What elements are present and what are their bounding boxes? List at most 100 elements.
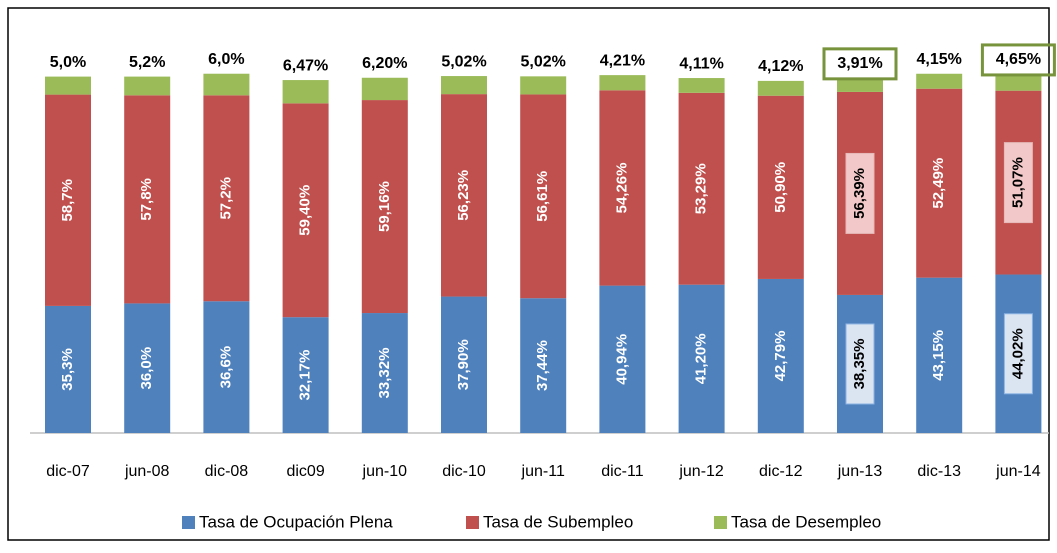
bar-segment: [916, 73, 963, 89]
value-label: 5,0%: [50, 54, 86, 71]
bar-segment: [520, 298, 567, 433]
bar-segment: [757, 80, 804, 96]
value-label: 57,8%: [138, 178, 155, 221]
value-label: 35,3%: [59, 348, 76, 391]
x-tick-label: dic-11: [601, 463, 643, 480]
value-label: 36,0%: [138, 347, 155, 390]
bar-segment: [599, 75, 646, 91]
bar-segment: [361, 313, 408, 433]
x-tick-label: dic-08: [205, 463, 249, 480]
value-label: 5,02%: [441, 53, 486, 70]
x-tick-label: dic09: [286, 463, 324, 480]
label-highlight: [1003, 313, 1033, 395]
x-tick-label: dic-07: [46, 463, 90, 480]
value-label: 42,79%: [772, 331, 789, 382]
value-label: 41,20%: [693, 333, 710, 384]
value-label: 57,2%: [217, 177, 234, 220]
legend-swatch: [714, 516, 727, 529]
bar-segment: [837, 77, 883, 92]
x-tick-label: jun-13: [837, 463, 883, 480]
bar-segment: [678, 284, 725, 433]
x-tick-label: jun-12: [678, 463, 724, 480]
value-label: 32,17%: [297, 350, 314, 401]
legend-label: Tasa de Subempleo: [483, 512, 633, 531]
value-label: 5,02%: [521, 54, 566, 71]
value-label: 58,7%: [59, 179, 76, 222]
x-tick-label: dic-13: [917, 463, 961, 480]
value-label: 50,90%: [772, 162, 789, 213]
value-label: 4,65%: [996, 51, 1041, 68]
value-label: 56,23%: [455, 170, 472, 221]
value-label: 59,16%: [376, 181, 393, 232]
value-label: 54,26%: [613, 163, 630, 214]
value-label: 40,94%: [613, 334, 630, 385]
bar-segment: [282, 80, 329, 104]
bar-segment: [282, 103, 329, 318]
value-label: 38,35%: [851, 339, 868, 390]
bar-segment: [124, 95, 171, 304]
bar-segment: [916, 277, 963, 433]
legend-label: Tasa de Desempleo: [731, 512, 881, 531]
value-label: 51,07%: [1009, 157, 1026, 208]
legend-swatch: [182, 516, 195, 529]
label-highlight: [845, 323, 875, 405]
bar-segment: [916, 88, 963, 278]
value-label: 4,15%: [917, 51, 962, 68]
bar-segment: [45, 94, 91, 306]
legend-swatch: [466, 516, 479, 529]
value-label: 3,91%: [837, 55, 882, 72]
bar-segment: [45, 305, 91, 433]
bar-segment: [361, 100, 408, 314]
label-highlight: [1003, 142, 1033, 224]
bar-segment: [203, 73, 250, 96]
value-label: 4,12%: [758, 58, 803, 75]
value-label: 53,29%: [693, 163, 710, 214]
label-highlight: [822, 47, 898, 81]
bar-segment: [45, 76, 91, 95]
value-label: 43,15%: [930, 330, 947, 381]
value-label: 6,0%: [208, 51, 244, 68]
value-label: 56,61%: [534, 171, 551, 222]
bar-segment: [599, 90, 646, 286]
x-tick-label: dic-12: [759, 463, 803, 480]
value-label: 4,11%: [679, 55, 723, 72]
value-label: 59,40%: [297, 185, 314, 236]
value-label: 44,02%: [1009, 328, 1026, 379]
bar-segment: [995, 73, 1042, 91]
bar-segment: [599, 285, 646, 433]
value-label: 5,2%: [129, 54, 165, 71]
bar-segment: [678, 78, 725, 93]
value-label: 36,6%: [217, 346, 234, 389]
bar-segment: [124, 303, 171, 433]
bar-segment: [361, 77, 408, 101]
x-tick-label: jun-14: [995, 463, 1041, 480]
legend-label: Tasa de Ocupación Plena: [199, 512, 393, 531]
bar-segment: [757, 278, 804, 433]
x-tick-label: jun-08: [124, 463, 170, 480]
bar-segment: [203, 301, 250, 433]
value-label: 6,47%: [283, 57, 328, 74]
value-label: 6,20%: [362, 55, 407, 72]
value-label: 4,21%: [600, 52, 645, 69]
bar-segment: [282, 317, 329, 433]
bar-segment: [520, 94, 567, 299]
value-label: 56,39%: [851, 168, 868, 219]
bar-segment: [441, 296, 487, 433]
value-label: 37,44%: [534, 340, 551, 391]
bar-segment: [678, 92, 725, 285]
x-tick-label: dic-10: [442, 463, 486, 480]
bar-segment: [124, 76, 171, 96]
bar-segment: [441, 94, 487, 297]
x-tick-label: jun-10: [362, 463, 408, 480]
label-highlight: [845, 152, 875, 234]
bar-segment: [520, 76, 567, 95]
bar-segment: [757, 95, 804, 279]
bar-segment: [441, 76, 487, 95]
value-label: 37,90%: [455, 339, 472, 390]
label-highlight: [980, 43, 1056, 77]
value-label: 33,32%: [376, 348, 393, 399]
x-tick-label: jun-11: [521, 463, 565, 480]
bar-segment: [203, 95, 250, 302]
value-label: 52,49%: [930, 158, 947, 209]
